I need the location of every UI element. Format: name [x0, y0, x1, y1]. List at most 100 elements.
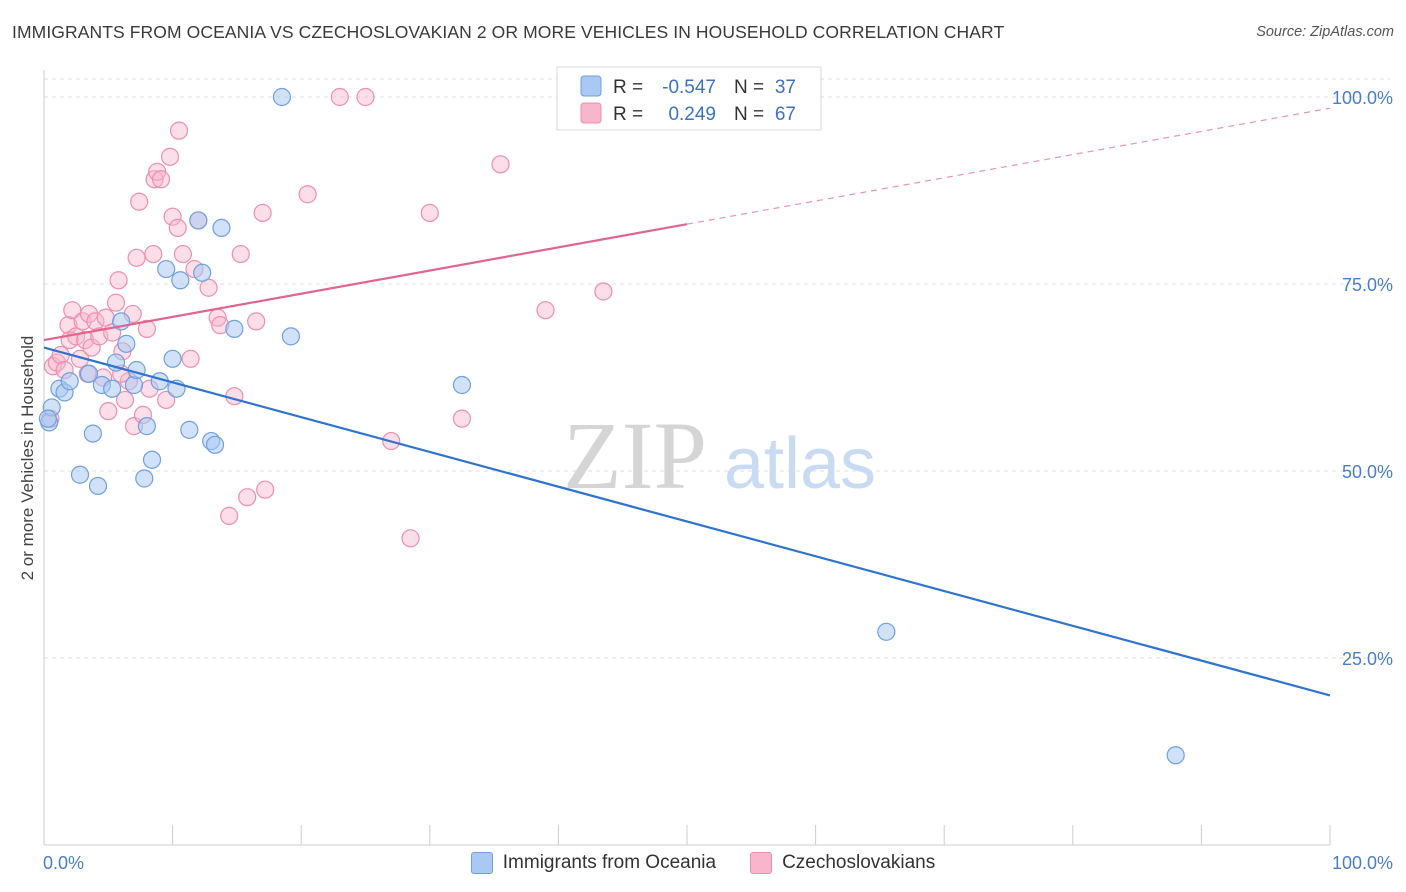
czechoslovakians-point [256, 480, 275, 499]
oceania-point [135, 469, 154, 488]
watermark: ZIP atlas [563, 402, 876, 509]
legend-r-value-1: -0.547 [662, 77, 716, 98]
oceania-point [212, 218, 231, 237]
y-tick-label: 100.0% [1332, 88, 1393, 108]
czechoslovakians-point [536, 301, 555, 320]
y-tick-label: 50.0% [1342, 462, 1393, 482]
czechoslovakians-point [168, 218, 187, 237]
oceania-point [193, 263, 212, 282]
series-legend-oceania: Immigrants from Oceania [470, 852, 717, 874]
series-legend-czechoslovakians: Czechoslovakians [750, 852, 935, 874]
czechoslovakians-point [109, 271, 128, 290]
legend-n-value-2: 67 [775, 104, 796, 125]
czechoslovakians-point [151, 170, 171, 189]
oceania-point [1166, 746, 1185, 765]
oceania-point [180, 420, 199, 439]
czechoslovakians-point [73, 312, 92, 331]
legend-swatch-oceania [580, 75, 602, 97]
oceania-point [83, 424, 102, 443]
czechoslovakians-point [356, 87, 375, 107]
series-legend-label-oceania: Immigrants from Oceania [502, 852, 717, 873]
oceania-point [281, 327, 301, 346]
czechoslovakians-point [127, 248, 146, 267]
stats-legend: R = -0.547 N = 37 R = 0.249 N = 67 [556, 66, 822, 131]
legend-n-label-1: N = [734, 77, 764, 98]
oceania-point [103, 379, 122, 398]
watermark-atlas: atlas [724, 424, 876, 504]
czechoslovakians-point [163, 207, 182, 226]
series-legend-label-czechoslovakians: Czechoslovakians [782, 852, 936, 873]
oceania-point [452, 375, 472, 395]
czechoslovakians-point [99, 402, 118, 421]
oceania-point [225, 319, 244, 338]
y-axis-label: 2 or more Vehicles in Household [18, 336, 37, 581]
czechoslovakians-point [145, 170, 164, 189]
czechoslovakians-point [491, 155, 510, 174]
series-legend-swatch-czechoslovakians [750, 852, 773, 874]
czechoslovakians-trend-extension [686, 107, 1331, 225]
oceania-point [88, 476, 108, 496]
oceania-point [79, 364, 99, 383]
x-tick-label-max: 100.0% [1332, 853, 1393, 873]
czechoslovakians-point [298, 185, 317, 204]
oceania-point [272, 87, 292, 107]
y-tick-label: 75.0% [1342, 275, 1393, 295]
oceania-trend-line [43, 346, 1331, 697]
czechoslovakians-point [247, 312, 266, 331]
axes-layer: 25.0% 50.0% 75.0% 100.0% [43, 70, 1393, 846]
legend-r-label-1: R = [613, 77, 643, 98]
legend-n-value-1: 37 [775, 77, 796, 98]
czechoslovakians-point [330, 87, 349, 107]
czechoslovakians-point [51, 345, 70, 365]
watermark-zip: ZIP [563, 402, 707, 509]
oceania-point [171, 271, 190, 290]
czechoslovakians-point [253, 203, 272, 223]
series-legend: Immigrants from Oceania Czechoslovakians [0, 852, 1406, 874]
oceania-point [877, 622, 896, 641]
legend-swatch-czechoslovakians [580, 102, 602, 124]
czechoslovakians-point [401, 529, 420, 548]
czechoslovakians-point [157, 390, 176, 410]
czechoslovakians-point [160, 147, 180, 166]
legend-r-label-2: R = [613, 104, 643, 125]
czechoslovakians-point [169, 121, 189, 140]
oceania-point [70, 465, 90, 484]
oceania-point [189, 211, 208, 230]
source-credit: Source: ZipAtlas.com [1256, 24, 1394, 40]
legend-r-value-2: 0.249 [668, 104, 716, 125]
oceania-point [163, 349, 182, 368]
czechoslovakians-point [220, 506, 239, 525]
czechoslovakians-point [106, 293, 126, 312]
series-legend-swatch-oceania [470, 852, 493, 874]
czechoslovakians-point [231, 244, 250, 264]
czechoslovakians-point [130, 192, 149, 211]
czechoslovakians-point [115, 390, 135, 410]
chart-title: IMMIGRANTS FROM OCEANIA VS CZECHOSLOVAKI… [12, 22, 1005, 42]
oceania-point [137, 417, 156, 436]
czechoslovakians-point [199, 278, 218, 297]
czechoslovakians-point [137, 319, 156, 338]
czechoslovakians-point [144, 244, 163, 264]
oceania-point [157, 259, 176, 279]
oceania-point [60, 372, 79, 391]
oceania-point [38, 409, 57, 428]
trend-lines [43, 107, 1331, 697]
czechoslovakians-point [452, 409, 472, 428]
oceania-point [124, 375, 144, 395]
czechoslovakians-point [420, 203, 439, 223]
y-tick-label: 25.0% [1342, 649, 1393, 669]
czechoslovakians-point [594, 282, 613, 301]
series-oceania-points [38, 87, 1185, 765]
legend-n-label-2: N = [734, 104, 764, 125]
x-tick-label-min: 0.0% [43, 853, 84, 873]
oceania-point [117, 334, 136, 353]
oceania-point [142, 450, 162, 469]
czechoslovakians-point [225, 387, 244, 406]
oceania-point [205, 435, 225, 454]
czechoslovakians-trend-line [43, 223, 688, 342]
czechoslovakians-point [173, 244, 192, 264]
czechoslovakians-point [181, 349, 200, 368]
czechoslovakians-point [238, 488, 257, 507]
grid-layer [44, 78, 1390, 659]
